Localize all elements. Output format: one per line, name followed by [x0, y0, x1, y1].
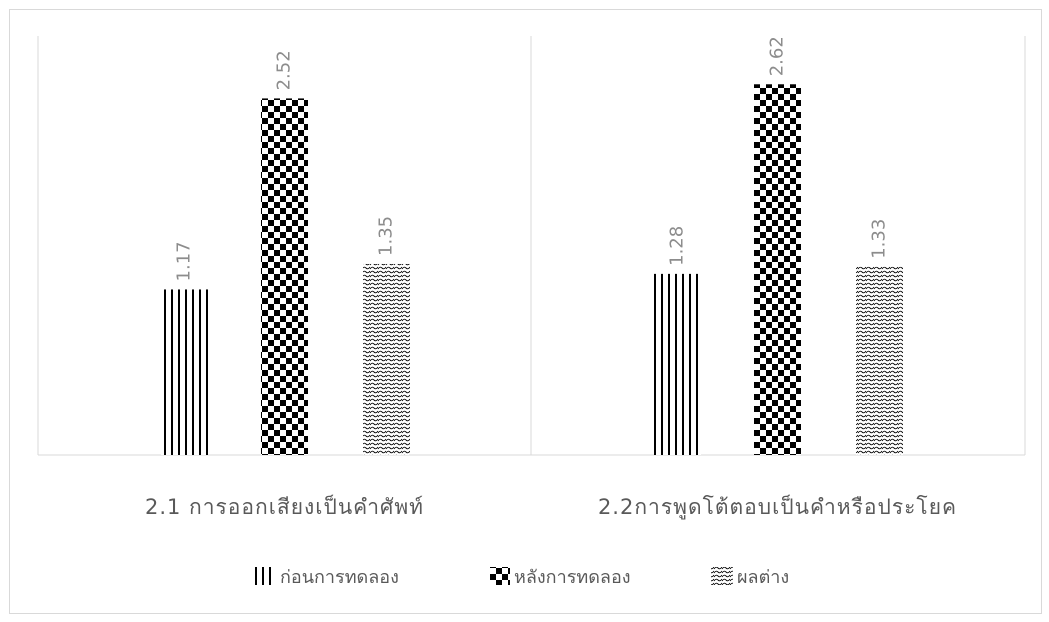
data-label-3-1: 1.35	[376, 216, 397, 256]
bar-3-1	[363, 263, 410, 455]
legend-swatch-1	[253, 567, 273, 585]
data-label-2-2: 2.62	[767, 36, 788, 76]
bar-2-1	[261, 98, 308, 456]
data-label-1-2: 1.28	[667, 226, 688, 266]
legend-label-1: ก่อนการทดลอง	[280, 567, 399, 588]
category-label-1: 2.1 การออกเสียงเป็นคำศัพท์	[145, 493, 424, 519]
chart-plot: 1.17 1.28 2.52 2.62 1.35 1.33 2.1 การออกเสียงเ…	[37, 36, 1026, 588]
category-label-2: 2.2การพูดโต้ตอบเป็นคำหรือประโยค	[598, 493, 957, 520]
legend-swatch-2	[490, 567, 510, 585]
chart-frame: 1.17 1.28 2.52 2.62 1.35 1.33 2.1 การออกเสียงเ…	[9, 9, 1042, 614]
data-label-3-2: 1.33	[869, 219, 890, 259]
legend-label-2: หลังการทดลอง	[514, 567, 631, 588]
bar-1-1	[161, 289, 208, 455]
legend-label-3: ผลต่าง	[737, 567, 789, 588]
data-label-1-1: 1.17	[174, 241, 195, 281]
bar-1-2	[654, 273, 701, 455]
data-label-2-1: 2.52	[274, 50, 295, 90]
bar-2-2	[754, 84, 801, 456]
bar-3-2	[856, 266, 903, 455]
legend-swatch-3	[711, 567, 733, 585]
